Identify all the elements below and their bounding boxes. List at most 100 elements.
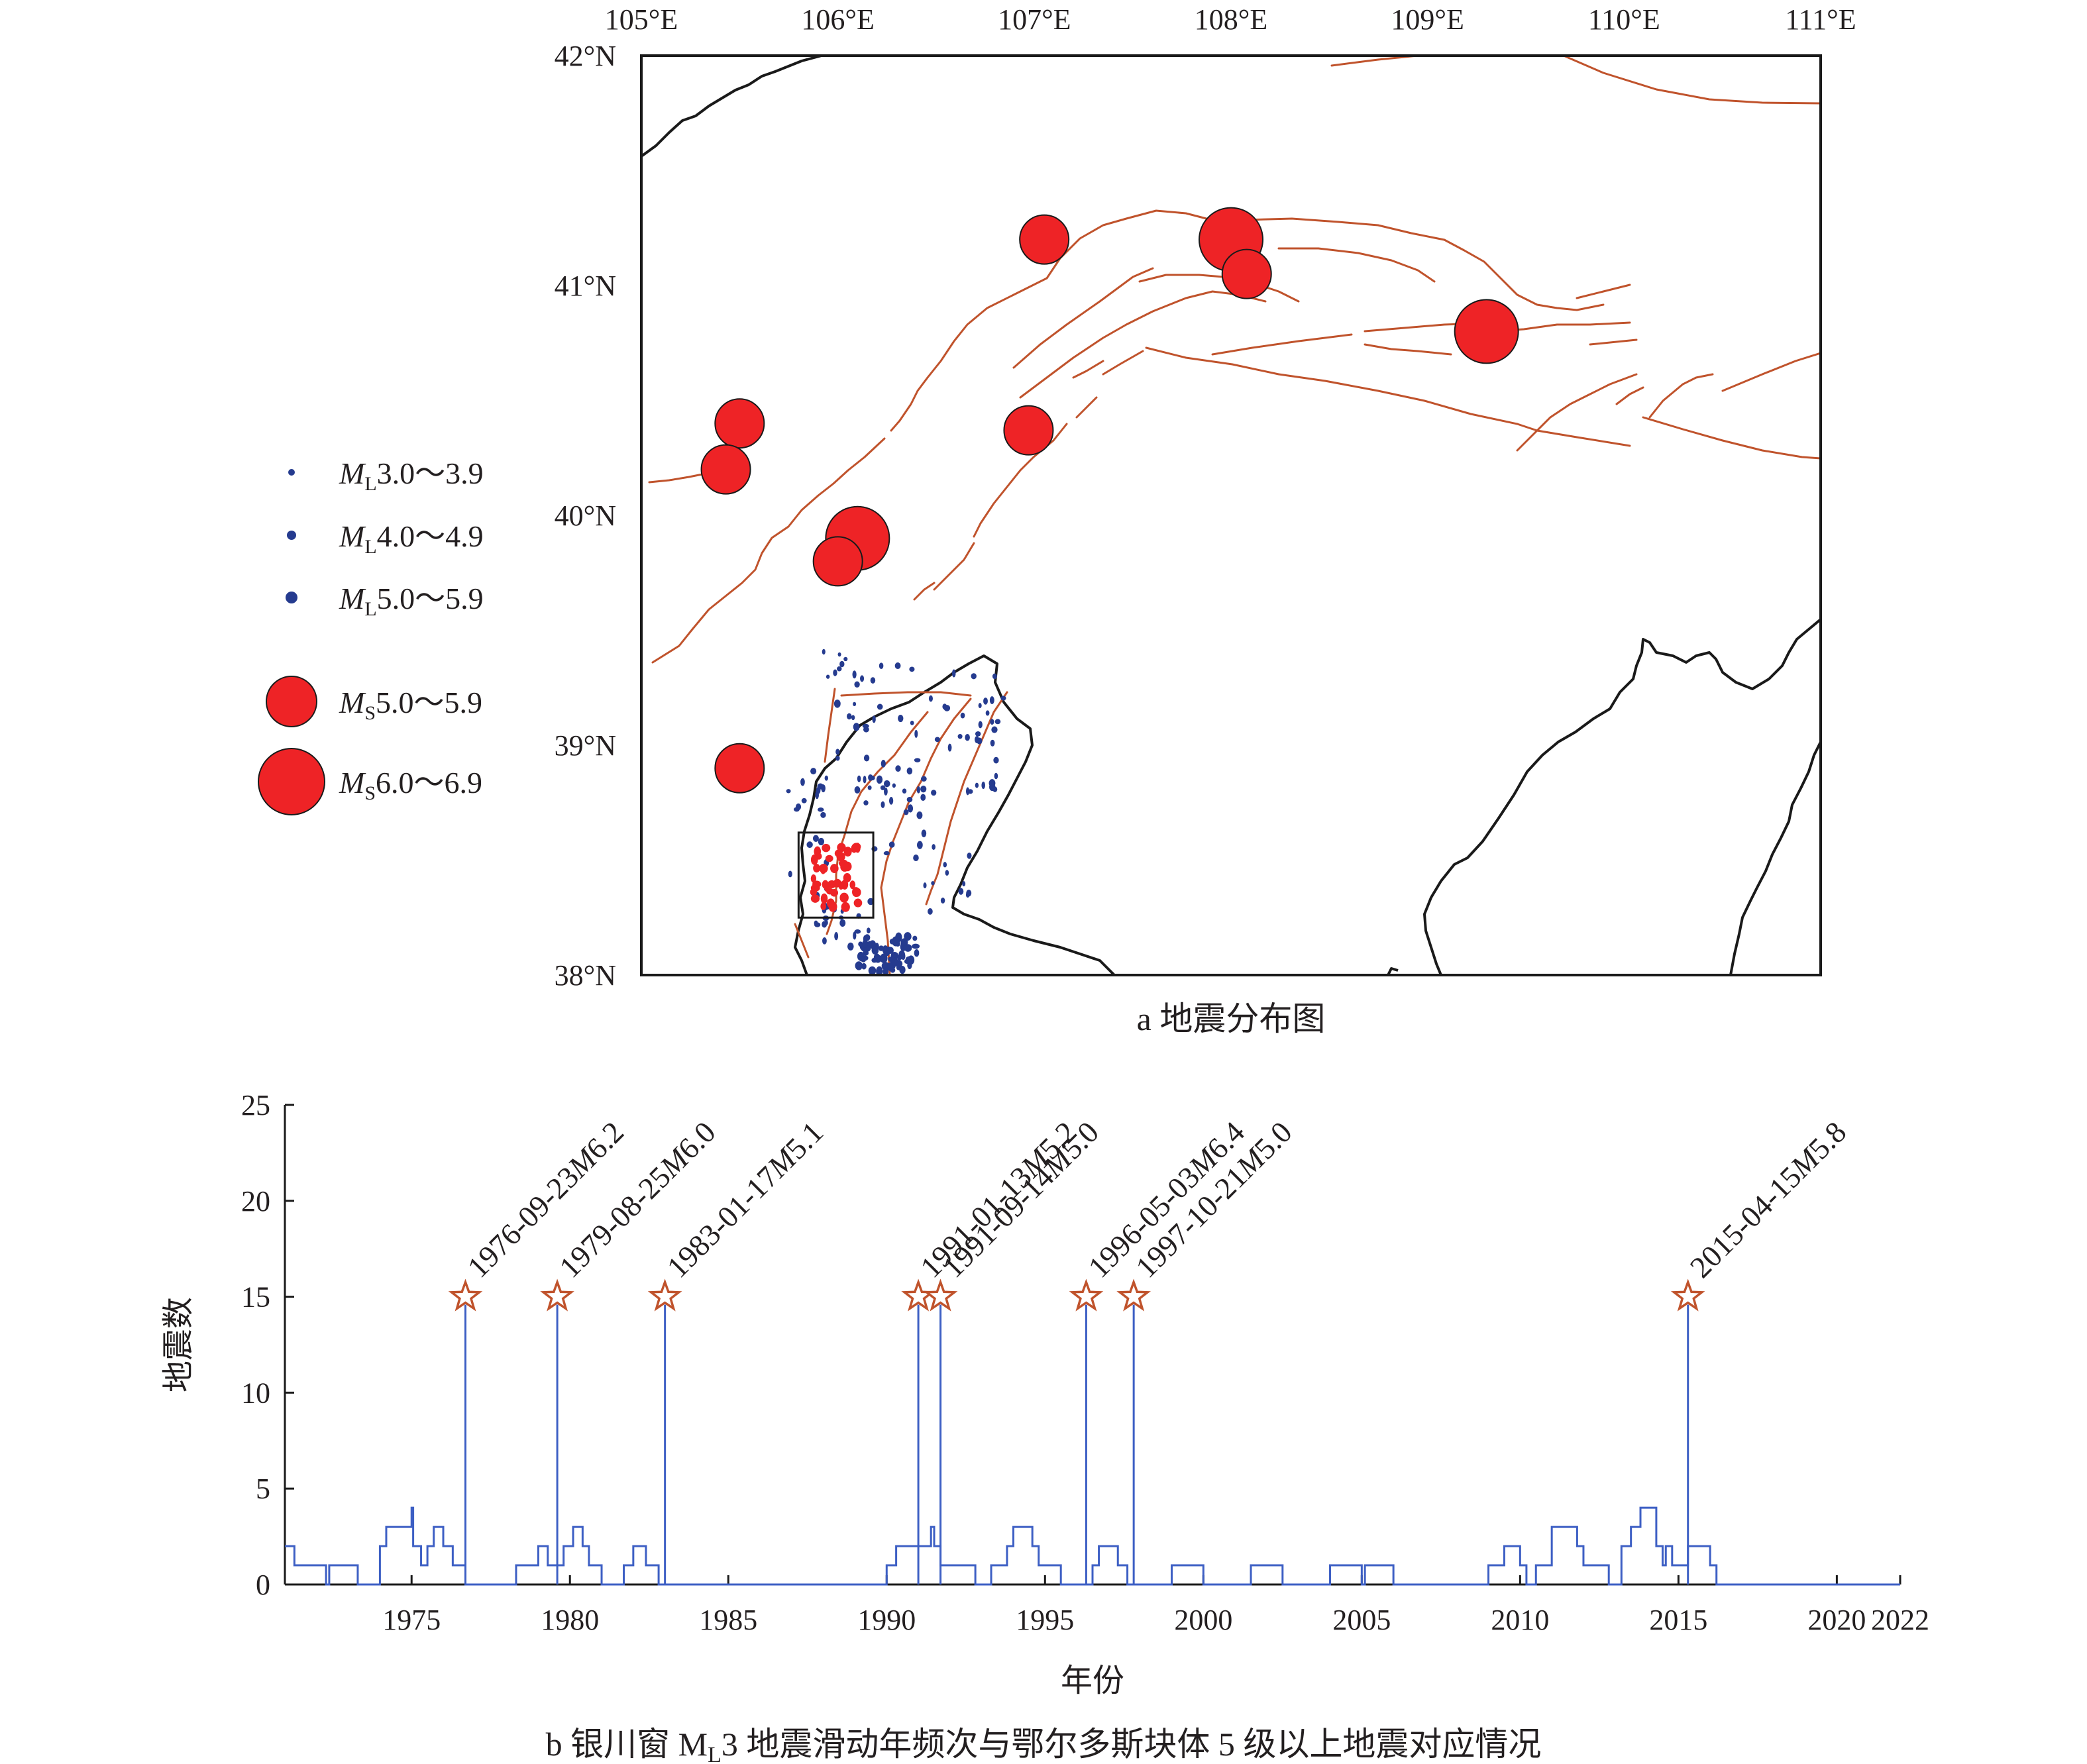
y-axis-ticks: 0 5 10 15 20 25 bbox=[241, 1089, 294, 1601]
window-event-dot bbox=[830, 864, 839, 874]
legend-symbol-ms-large bbox=[258, 748, 325, 815]
legend-label: MS6.0～6.9 bbox=[339, 766, 482, 804]
ml-event-dot bbox=[965, 787, 970, 796]
ml-event-dot bbox=[958, 888, 964, 895]
ml-event-dot bbox=[971, 673, 977, 680]
ml-event-dot bbox=[895, 765, 901, 772]
window-event-dot bbox=[819, 863, 828, 874]
legend-label: MS5.0～5.9 bbox=[339, 686, 482, 724]
ml-event-dot bbox=[945, 870, 949, 876]
ms-earthquake-marker bbox=[1221, 248, 1272, 299]
x-tick-label: 1975 bbox=[382, 1604, 441, 1636]
event-marker: 2015-04-15M5.8 bbox=[1670, 1115, 1852, 1584]
window-event-dot bbox=[849, 880, 856, 890]
longitude-tick-label: 105°E bbox=[605, 3, 678, 36]
ml-event-dot bbox=[796, 803, 802, 811]
window-event-dot bbox=[810, 874, 817, 883]
ml-event-dot bbox=[990, 739, 995, 747]
legend-symbol-ml-medium bbox=[287, 531, 296, 540]
ml-event-dot bbox=[884, 787, 888, 796]
ml-event-dot bbox=[902, 788, 907, 794]
x-tick-label: 1990 bbox=[857, 1604, 916, 1636]
ml-event-dot bbox=[833, 700, 841, 708]
ml-event-dot bbox=[920, 786, 927, 793]
study-window-events bbox=[810, 843, 863, 912]
window-event-dot bbox=[841, 902, 850, 912]
ml-event-dot bbox=[868, 774, 873, 781]
ml-event-dot bbox=[908, 955, 915, 965]
legend-symbol-ms-small bbox=[266, 676, 317, 727]
ml-event-dot bbox=[994, 772, 998, 780]
ml-event-dot bbox=[822, 921, 828, 928]
y-tick-label: 0 bbox=[256, 1569, 270, 1601]
ml-event-dot bbox=[812, 835, 819, 842]
ml-event-dot bbox=[835, 755, 840, 761]
ml-event-dot bbox=[818, 837, 825, 846]
ml-event-dot bbox=[940, 898, 945, 904]
ml-event-dot bbox=[866, 927, 871, 934]
map-frame bbox=[640, 54, 1822, 976]
frequency-chart: 0 5 10 15 20 25 1975 1980 1985 1990 1995 2000 2005 2… bbox=[161, 1089, 1929, 1764]
latitude-tick-label: 39°N bbox=[555, 729, 616, 762]
ml-event-dot bbox=[868, 966, 877, 975]
ml-event-dot bbox=[934, 737, 940, 743]
ml-event-dot bbox=[853, 931, 857, 940]
ms-earthquake-marker bbox=[700, 444, 751, 495]
ml-event-dot bbox=[817, 783, 824, 790]
window-event-dot bbox=[810, 894, 820, 903]
ml-event-dot bbox=[835, 749, 840, 755]
ml-event-dot bbox=[854, 786, 861, 794]
ml-event-dot bbox=[839, 660, 845, 668]
ml-event-dot bbox=[872, 715, 876, 723]
legend-item-ml-5: ML5.0～5.9 bbox=[286, 582, 484, 620]
x-tick-label: 1995 bbox=[1016, 1604, 1074, 1636]
latitude-tick-label: 41°N bbox=[555, 270, 616, 302]
latitude-tick-label: 42°N bbox=[555, 40, 616, 72]
ml-event-dot bbox=[892, 783, 896, 788]
longitude-tick-label: 107°E bbox=[998, 3, 1071, 36]
x-axis-title: 年份 bbox=[1061, 1663, 1124, 1698]
ml-event-dot bbox=[852, 670, 857, 679]
ml-event-dot bbox=[923, 882, 927, 889]
ml-event-dot bbox=[878, 945, 884, 951]
ml-event-dot bbox=[863, 951, 869, 956]
ml-event-dot bbox=[898, 714, 904, 723]
ml-event-dot bbox=[942, 703, 947, 710]
x-tick-label: 2020 bbox=[1807, 1604, 1866, 1636]
ml-event-dot bbox=[978, 703, 982, 708]
ml-event-dot bbox=[880, 785, 886, 790]
legend-symbol-ml-large bbox=[286, 592, 297, 603]
y-tick-label: 25 bbox=[241, 1089, 270, 1121]
ml-event-dot bbox=[876, 775, 883, 784]
ml-event-dot bbox=[965, 733, 970, 741]
window-event-dot bbox=[825, 855, 833, 862]
ml-event-dot bbox=[863, 754, 870, 762]
ml-event-dot bbox=[1000, 696, 1006, 701]
ml-event-dot bbox=[822, 937, 827, 945]
x-tick-label: 2022 bbox=[1871, 1604, 1929, 1636]
ml-event-dot bbox=[862, 939, 868, 948]
window-event-dot bbox=[839, 892, 849, 903]
ml-event-dot bbox=[904, 932, 912, 941]
ms-earthquake-marker bbox=[812, 536, 863, 587]
ml-event-dot bbox=[983, 698, 988, 705]
window-event-dot bbox=[840, 862, 849, 872]
ml-event-dot bbox=[883, 947, 890, 957]
ml-event-dot bbox=[887, 964, 895, 972]
ms-earthquake-marker bbox=[714, 743, 765, 794]
ml-event-dot bbox=[883, 851, 890, 856]
event-star-icon bbox=[1069, 1278, 1104, 1312]
window-event-dot bbox=[814, 846, 822, 857]
ml-event-dot bbox=[788, 870, 792, 878]
ml-event-dot bbox=[854, 929, 861, 934]
ml-event-dot bbox=[992, 673, 997, 680]
longitude-tick-label: 106°E bbox=[801, 3, 874, 36]
ml-event-dot bbox=[883, 780, 890, 788]
ml-event-dot bbox=[888, 956, 896, 962]
window-event-dot bbox=[843, 847, 852, 857]
map-latitude-axis: 38°N 39°N 40°N 41°N 42°N bbox=[555, 40, 616, 992]
window-event-dot bbox=[836, 851, 845, 862]
ml-event-dot bbox=[847, 942, 854, 951]
ml-event-dot bbox=[962, 881, 966, 887]
